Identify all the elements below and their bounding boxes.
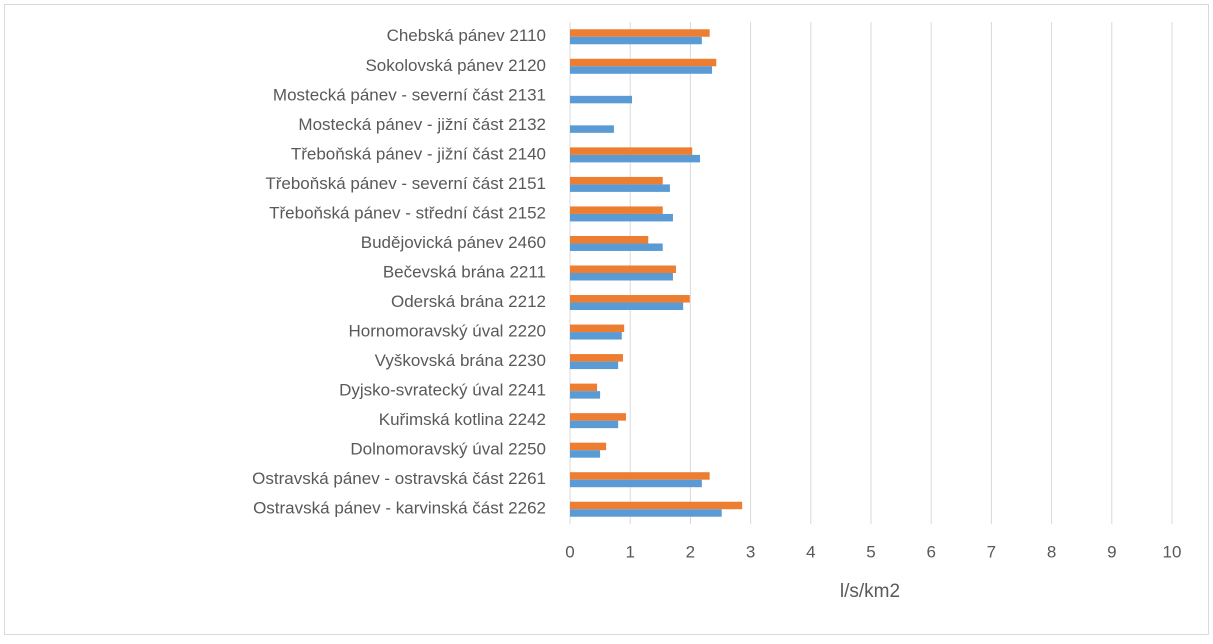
y-tick-label: Dolnomoravský úval 2250 bbox=[350, 440, 546, 459]
bar bbox=[570, 472, 710, 480]
x-tick-label: 10 bbox=[1163, 542, 1182, 561]
y-tick-label: Budějovická pánev 2460 bbox=[361, 233, 546, 252]
y-tick-label: Vyškovská brána 2230 bbox=[375, 351, 546, 370]
bar bbox=[570, 66, 713, 74]
y-tick-label: Třeboňská pánev - jižní část 2140 bbox=[291, 144, 546, 163]
bar bbox=[570, 295, 690, 303]
bar bbox=[570, 302, 684, 311]
y-tick-label: Chebská pánev 2110 bbox=[387, 26, 546, 45]
bar bbox=[570, 383, 598, 392]
bar bbox=[570, 95, 633, 104]
bar bbox=[570, 206, 663, 214]
x-tick-label: 0 bbox=[565, 542, 574, 561]
x-tick-label: 7 bbox=[987, 542, 996, 561]
bar bbox=[570, 184, 670, 192]
bar bbox=[570, 450, 601, 458]
bar bbox=[570, 442, 607, 451]
y-tick-label: Kuřimská kotlina 2242 bbox=[379, 410, 546, 429]
bar bbox=[570, 479, 702, 488]
bar bbox=[570, 324, 625, 333]
x-tick-label: 8 bbox=[1047, 542, 1056, 561]
bar bbox=[570, 501, 743, 510]
x-tick-label: 5 bbox=[866, 542, 875, 561]
bar bbox=[570, 154, 701, 163]
bar bbox=[570, 354, 623, 362]
y-tick-label: Bečevská brána 2211 bbox=[383, 262, 546, 281]
y-tick-label: Třeboňská pánev - severní část 2151 bbox=[265, 174, 546, 193]
y-tick-label: Mostecká pánev - jižní část 2132 bbox=[298, 115, 546, 134]
y-tick-label: Oderská brána 2212 bbox=[391, 292, 546, 311]
bar bbox=[570, 58, 717, 67]
x-tick-label: 6 bbox=[926, 542, 935, 561]
y-tick-label: Mostecká pánev - severní část 2131 bbox=[273, 85, 546, 104]
bar bbox=[570, 361, 619, 370]
bar bbox=[570, 332, 622, 340]
bar bbox=[570, 265, 676, 273]
bar bbox=[570, 420, 619, 429]
bar bbox=[570, 36, 702, 45]
bar bbox=[570, 391, 601, 399]
bar bbox=[570, 29, 710, 37]
x-axis-label: l/s/km2 bbox=[840, 581, 900, 602]
chart-frame bbox=[4, 4, 1209, 635]
y-tick-label: Třeboňská pánev - střední část 2152 bbox=[269, 203, 546, 222]
y-tick-label: Ostravská pánev - ostravská část 2261 bbox=[252, 469, 546, 488]
y-tick-label: Sokolovská pánev 2120 bbox=[365, 56, 546, 75]
y-tick-label: Hornomoravský úval 2220 bbox=[349, 322, 546, 341]
y-tick-label: Dyjsko-svratecký úval 2241 bbox=[339, 381, 546, 400]
bar bbox=[570, 235, 649, 244]
bar bbox=[570, 413, 626, 421]
x-tick-label: 4 bbox=[806, 542, 815, 561]
bar bbox=[570, 176, 663, 185]
x-tick-label: 1 bbox=[625, 542, 634, 561]
x-tick-label: 9 bbox=[1107, 542, 1116, 561]
bar bbox=[570, 125, 614, 133]
bar bbox=[570, 509, 722, 517]
x-tick-label: 2 bbox=[686, 542, 695, 561]
y-tick-label: Ostravská pánev - karvinská část 2262 bbox=[253, 499, 546, 518]
bar bbox=[570, 243, 663, 251]
bar bbox=[570, 273, 673, 281]
bar bbox=[570, 147, 693, 155]
x-tick-label: 3 bbox=[746, 542, 755, 561]
bar bbox=[570, 213, 673, 222]
